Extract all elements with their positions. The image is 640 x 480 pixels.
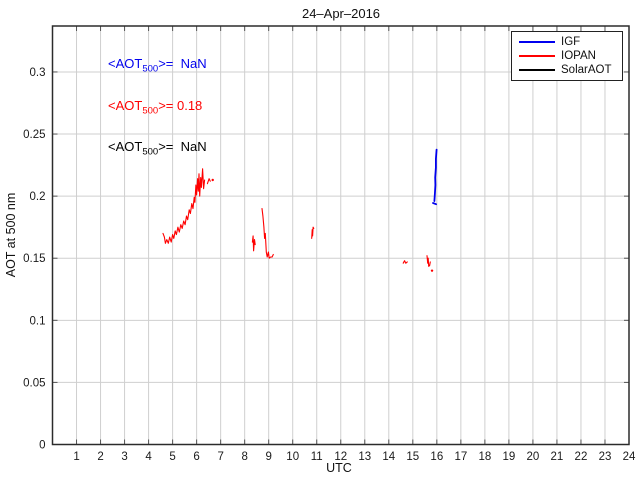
svg-text:7: 7: [217, 451, 223, 463]
x-axis-label: UTC: [326, 461, 352, 475]
annotation-prefix: <AOT: [108, 98, 143, 113]
svg-text:0.25: 0.25: [23, 129, 45, 141]
svg-text:11: 11: [311, 451, 323, 463]
svg-text:0: 0: [39, 440, 45, 452]
annotation-prefix: <AOT: [108, 139, 143, 154]
annotation-prefix: <AOT: [108, 56, 143, 71]
annotation-value: >= NaN: [158, 139, 207, 154]
annotation-value: >= 0.18: [158, 98, 203, 113]
svg-text:19: 19: [502, 451, 515, 463]
legend-line-sample: [519, 41, 555, 43]
svg-text:18: 18: [478, 451, 491, 463]
annotation-value: >= NaN: [158, 56, 207, 71]
svg-text:10: 10: [286, 451, 299, 463]
annotation-solaraot-mean: <AOT500>= NaN: [108, 139, 207, 157]
annotation-igf-mean: <AOT500>= NaN: [108, 56, 207, 74]
svg-text:24: 24: [623, 451, 636, 463]
legend-item-solaraot: SolarAOT: [519, 64, 622, 77]
svg-text:17: 17: [454, 451, 467, 463]
svg-text:0.05: 0.05: [23, 377, 45, 389]
y-axis-label: AOT at 500 nm: [4, 192, 18, 278]
svg-text:2: 2: [97, 451, 103, 463]
svg-text:14: 14: [382, 451, 395, 463]
svg-text:0.2: 0.2: [30, 191, 46, 203]
legend-item-igf: IGF: [519, 36, 622, 49]
legend-label: SolarAOT: [561, 64, 612, 76]
chart-title: 24–Apr–2016: [301, 6, 381, 21]
legend-line-sample: [519, 55, 555, 57]
svg-text:1: 1: [73, 451, 79, 463]
svg-text:12: 12: [334, 451, 347, 463]
svg-text:20: 20: [527, 451, 540, 463]
svg-text:22: 22: [575, 451, 588, 463]
annotation-subscript: 500: [142, 146, 159, 158]
annotation-subscript: 500: [142, 105, 159, 117]
svg-text:15: 15: [406, 451, 419, 463]
svg-text:23: 23: [599, 451, 612, 463]
svg-text:0.3: 0.3: [30, 67, 46, 79]
legend-label: IOPAN: [561, 50, 596, 62]
svg-text:21: 21: [551, 451, 564, 463]
svg-text:5: 5: [169, 451, 175, 463]
legend-line-sample: [519, 69, 555, 71]
annotation-subscript: 500: [142, 63, 159, 75]
svg-text:13: 13: [358, 451, 371, 463]
svg-text:0.15: 0.15: [23, 253, 45, 265]
svg-text:4: 4: [145, 451, 152, 463]
legend-box: IGF IOPAN SolarAOT: [511, 31, 623, 81]
svg-text:16: 16: [430, 451, 443, 463]
svg-text:6: 6: [193, 451, 199, 463]
svg-text:3: 3: [121, 451, 127, 463]
svg-text:8: 8: [241, 451, 247, 463]
annotation-iopan-mean: <AOT500>= 0.18: [108, 98, 203, 116]
legend-label: IGF: [561, 36, 581, 48]
svg-text:9: 9: [265, 451, 271, 463]
svg-text:0.1: 0.1: [30, 315, 46, 327]
legend-item-iopan: IOPAN: [519, 50, 622, 63]
